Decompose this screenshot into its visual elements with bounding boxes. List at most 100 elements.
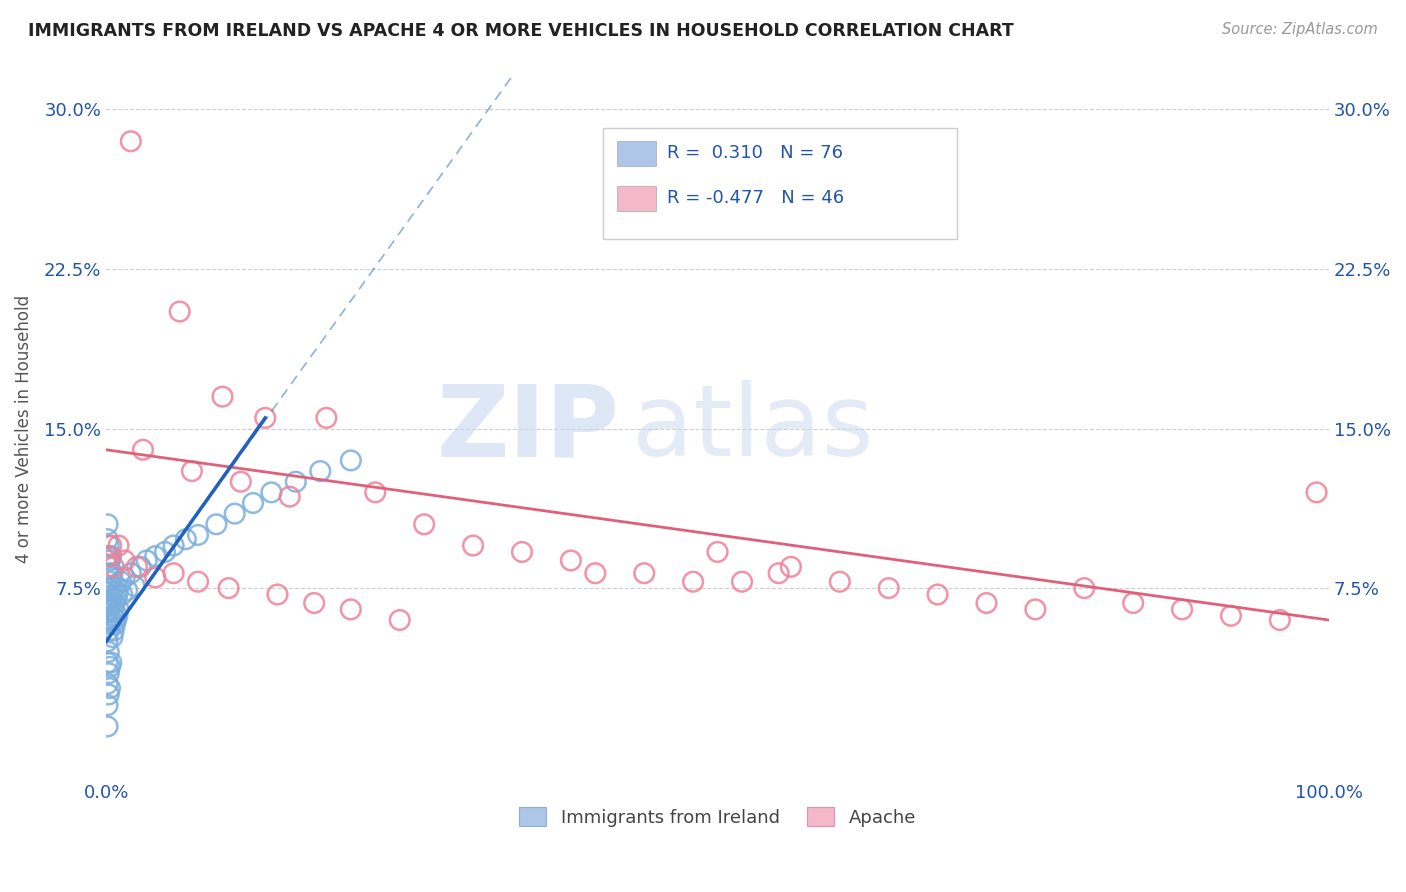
Point	[706, 545, 728, 559]
Point	[153, 545, 176, 559]
Point	[135, 553, 157, 567]
Point	[98, 617, 121, 632]
Point	[97, 549, 120, 564]
Point	[1073, 581, 1095, 595]
Point	[107, 539, 129, 553]
Text: ZIP: ZIP	[437, 380, 620, 477]
Point	[98, 553, 121, 567]
Point	[105, 613, 128, 627]
Point	[98, 660, 121, 674]
Point	[101, 630, 124, 644]
Point	[101, 587, 124, 601]
Point	[1305, 485, 1327, 500]
Point	[107, 602, 129, 616]
Point	[242, 496, 264, 510]
Point	[129, 559, 152, 574]
Point	[97, 559, 120, 574]
Point	[633, 566, 655, 581]
Text: IMMIGRANTS FROM IRELAND VS APACHE 4 OR MORE VEHICLES IN HOUSEHOLD CORRELATION CH: IMMIGRANTS FROM IRELAND VS APACHE 4 OR M…	[28, 22, 1014, 40]
Point	[560, 553, 582, 567]
Point	[731, 574, 754, 589]
Point	[97, 624, 120, 638]
Point	[97, 517, 120, 532]
Point	[413, 517, 436, 532]
Point	[97, 613, 120, 627]
Point	[254, 410, 277, 425]
Text: R =  0.310   N = 76: R = 0.310 N = 76	[668, 145, 844, 162]
Point	[103, 602, 125, 616]
Point	[97, 666, 120, 681]
Y-axis label: 4 or more Vehicles in Household: 4 or more Vehicles in Household	[15, 294, 32, 563]
Point	[97, 634, 120, 648]
Point	[105, 608, 128, 623]
Text: atlas: atlas	[631, 380, 873, 477]
Point	[97, 656, 120, 670]
Point	[97, 645, 120, 659]
Point	[100, 613, 122, 627]
Point	[1122, 596, 1144, 610]
Point	[97, 698, 120, 713]
Point	[103, 581, 125, 595]
Point	[97, 596, 120, 610]
Point	[169, 304, 191, 318]
Point	[110, 574, 132, 589]
Point	[388, 613, 411, 627]
Point	[260, 485, 283, 500]
Point	[162, 539, 184, 553]
Text: Source: ZipAtlas.com: Source: ZipAtlas.com	[1222, 22, 1378, 37]
Legend: Immigrants from Ireland, Apache: Immigrants from Ireland, Apache	[512, 800, 922, 834]
Point	[976, 596, 998, 610]
Point	[364, 485, 387, 500]
Point	[97, 602, 120, 616]
Point	[302, 596, 325, 610]
Point	[266, 587, 288, 601]
Point	[315, 410, 337, 425]
Point	[103, 559, 125, 574]
Point	[229, 475, 252, 489]
Point	[97, 581, 120, 595]
Point	[340, 453, 363, 467]
Point	[309, 464, 332, 478]
Point	[162, 566, 184, 581]
Point	[111, 587, 134, 601]
Point	[768, 566, 790, 581]
Point	[97, 566, 120, 581]
Point	[100, 549, 122, 564]
Point	[927, 587, 949, 601]
Point	[104, 596, 127, 610]
Point	[100, 570, 122, 584]
Point	[98, 574, 121, 589]
Point	[180, 464, 202, 478]
Point	[583, 566, 606, 581]
Point	[780, 559, 803, 574]
Point	[125, 559, 148, 574]
Text: R = -0.477   N = 46: R = -0.477 N = 46	[668, 189, 845, 207]
Point	[105, 591, 128, 606]
Point	[103, 624, 125, 638]
Point	[224, 507, 246, 521]
Point	[101, 566, 124, 581]
Point	[1220, 608, 1243, 623]
Point	[143, 570, 166, 584]
Point	[1024, 602, 1046, 616]
Point	[98, 596, 121, 610]
Point	[120, 566, 142, 581]
Point	[278, 490, 301, 504]
Point	[100, 539, 122, 553]
Point	[132, 442, 155, 457]
Point	[682, 574, 704, 589]
Point	[100, 656, 122, 670]
Point	[120, 134, 142, 148]
Point	[104, 617, 127, 632]
Point	[187, 528, 209, 542]
Point	[174, 532, 197, 546]
Point	[97, 581, 120, 595]
Point	[510, 545, 533, 559]
Point	[284, 475, 307, 489]
Point	[143, 549, 166, 564]
Point	[98, 681, 121, 695]
Point	[115, 583, 138, 598]
Point	[97, 719, 120, 733]
Point	[97, 539, 120, 553]
Point	[97, 532, 120, 546]
